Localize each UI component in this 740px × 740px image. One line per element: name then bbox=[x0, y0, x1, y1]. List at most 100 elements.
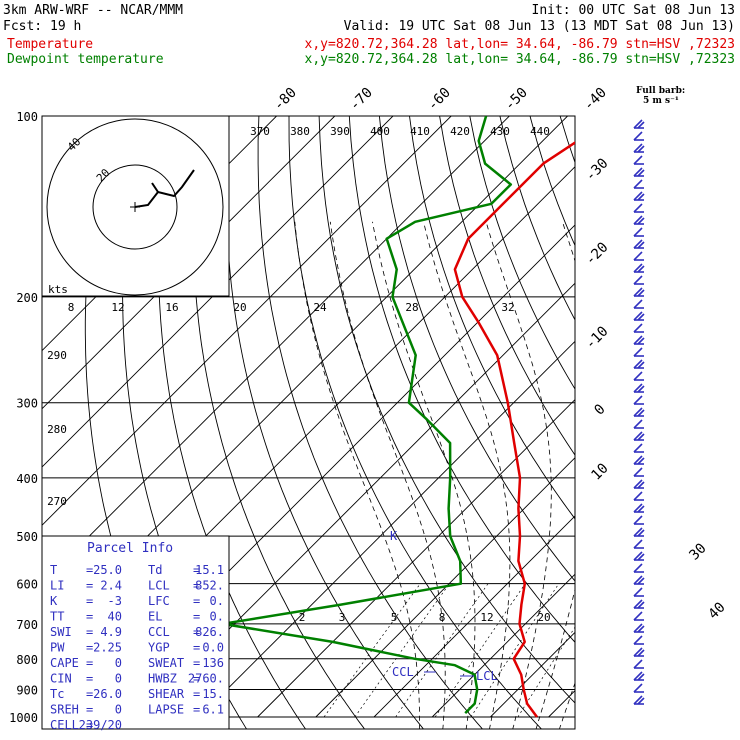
ccl-marker: CCL bbox=[392, 665, 414, 679]
dewpoint-legend-info: x,y=820.72,364.28 lat,lon= 34.64, -86.79… bbox=[305, 52, 735, 67]
dry-adiabat bbox=[681, 116, 740, 730]
pressure-label: 100 bbox=[16, 110, 38, 124]
theta-e-label: 390 bbox=[330, 125, 350, 138]
pressure-label: 900 bbox=[16, 683, 38, 697]
wind-barb-flag bbox=[637, 217, 645, 225]
parcel-row-label-right: SHEAR bbox=[148, 687, 185, 701]
parcel-row-label: Tc bbox=[50, 687, 64, 701]
wind-barb-flag bbox=[633, 395, 643, 405]
wind-barb-flag bbox=[633, 155, 643, 165]
parcel-row-equals: = bbox=[86, 718, 93, 732]
dry-adiabat bbox=[439, 116, 575, 456]
moist-adiabat bbox=[558, 681, 575, 729]
parcel-row-value-right: 0. bbox=[210, 610, 224, 624]
parcel-row-value-right: 15. bbox=[202, 687, 224, 701]
parcel-row-label: CELL bbox=[50, 718, 79, 732]
parcel-row-equals-right: = bbox=[193, 656, 200, 670]
parcel-row-value-right: 0.0 bbox=[202, 641, 224, 655]
wind-barb-flag bbox=[633, 371, 643, 381]
wind-barb-flag bbox=[633, 491, 643, 501]
full-barb-label: Full barb: bbox=[636, 86, 685, 96]
moist-adiabat bbox=[329, 221, 446, 729]
hodograph-ring-outer bbox=[46, 118, 224, 296]
temperature-label-top: -60 bbox=[425, 85, 454, 114]
theta-e-label: 400 bbox=[370, 125, 390, 138]
mixing-ratio-label: 12 bbox=[480, 611, 493, 624]
wind-barb-flag bbox=[633, 527, 643, 537]
dry-adiabat bbox=[529, 116, 575, 247]
wind-barb-flag bbox=[633, 647, 643, 657]
parcel-row-label-right: EL bbox=[148, 610, 162, 624]
wind-barb-flag bbox=[637, 577, 645, 585]
wind-barb-flag bbox=[633, 599, 643, 609]
temperature-label-side: -30 bbox=[582, 155, 611, 184]
theta-label: 280 bbox=[47, 423, 67, 436]
pressure-label: 500 bbox=[16, 530, 38, 544]
theta-e-label: 370 bbox=[250, 125, 270, 138]
wind-barb-flag bbox=[633, 299, 643, 309]
wind-barb-flag bbox=[637, 313, 645, 321]
temperature-label-side: 0 bbox=[591, 401, 608, 418]
wind-barb-flag bbox=[637, 385, 645, 393]
full-barb-units: 5 m s⁻¹ bbox=[643, 96, 679, 106]
mixing-ratio-label-top: 16 bbox=[165, 301, 178, 314]
parcel-row-label: T bbox=[50, 563, 57, 577]
dry-adiabat bbox=[499, 116, 575, 321]
parcel-row-value: 26.0 bbox=[93, 687, 122, 701]
parcel-row-equals: = bbox=[86, 641, 93, 655]
wind-barb-flag bbox=[637, 649, 645, 657]
parcel-row-equals-right: = bbox=[193, 672, 200, 686]
mixing-ratio-label: 5 bbox=[391, 611, 398, 624]
parcel-row-value-right: 2760. bbox=[188, 672, 224, 686]
isotherm bbox=[42, 116, 394, 468]
wind-barb-flag bbox=[633, 287, 643, 297]
parcel-row-equals-right: = bbox=[193, 641, 200, 655]
wind-barb-flag bbox=[637, 553, 645, 561]
parcel-row-value: 4.9 bbox=[100, 625, 122, 639]
wind-barb-flag bbox=[637, 145, 645, 153]
background-grid bbox=[42, 116, 740, 730]
forecast-hour: 19 h bbox=[50, 19, 81, 34]
parcel-info-title: Parcel Info bbox=[87, 541, 173, 556]
temperature-label-side: 10 bbox=[588, 460, 611, 483]
valid-time: Valid: 19 UTC Sat 08 Jun 13 (13 MDT Sat … bbox=[344, 19, 735, 34]
wind-barb-flag bbox=[633, 131, 643, 141]
moist-adiabat bbox=[294, 221, 420, 729]
parcel-row-label: K bbox=[50, 594, 58, 608]
isotherm bbox=[315, 457, 575, 718]
wind-barb-flag bbox=[633, 191, 643, 201]
dry-adiabat bbox=[348, 116, 575, 643]
wind-barb-flag bbox=[637, 361, 645, 369]
parcel-row-label-right: Td bbox=[148, 563, 162, 577]
pressure-label: 1000 bbox=[9, 711, 38, 725]
hodograph-ring-inner bbox=[92, 164, 178, 250]
temperature-profile bbox=[453, 141, 575, 718]
wind-barb-flag bbox=[637, 625, 645, 633]
wind-barb-flag bbox=[633, 575, 643, 585]
wind-barb-flag bbox=[637, 409, 645, 417]
init-time: Init: 00 UTC Sat 08 Jun 13 bbox=[532, 3, 736, 18]
pressure-label: 700 bbox=[16, 618, 38, 632]
moist-adiabat bbox=[423, 221, 511, 729]
isotherm bbox=[665, 116, 740, 717]
mixing-ratio-line bbox=[517, 626, 575, 718]
parcel-row-equals: = bbox=[86, 672, 93, 686]
isotherm bbox=[42, 116, 452, 526]
dry-adiabat bbox=[318, 116, 575, 704]
parcel-info-rows: T = 25.0 Td =15.1LI = 2.4 LCL =852.K = -3 LFC = 0.TT =… bbox=[50, 563, 224, 732]
profiles bbox=[221, 116, 575, 718]
forecast-label: Fcst: bbox=[3, 19, 42, 34]
parcel-row-equals: = bbox=[86, 703, 93, 717]
wind-barb-flag bbox=[633, 683, 643, 693]
wind-barb-flag bbox=[637, 481, 645, 489]
hodograph-trace bbox=[134, 169, 195, 208]
parcel-row-label-right: HWBZ bbox=[148, 672, 177, 686]
wind-barb-flag bbox=[633, 143, 643, 153]
dry-adiabat bbox=[651, 116, 740, 730]
dewpoint-profile bbox=[221, 116, 513, 714]
wind-barb-flag bbox=[633, 479, 643, 489]
mixing-ratio-line bbox=[434, 583, 526, 718]
parcel-row-value-right: 136 bbox=[202, 656, 224, 670]
parcel-info-box: Parcel Info T = 25.0 Td =15.1LI = 2.4 LCL =852.K… bbox=[41, 535, 230, 732]
